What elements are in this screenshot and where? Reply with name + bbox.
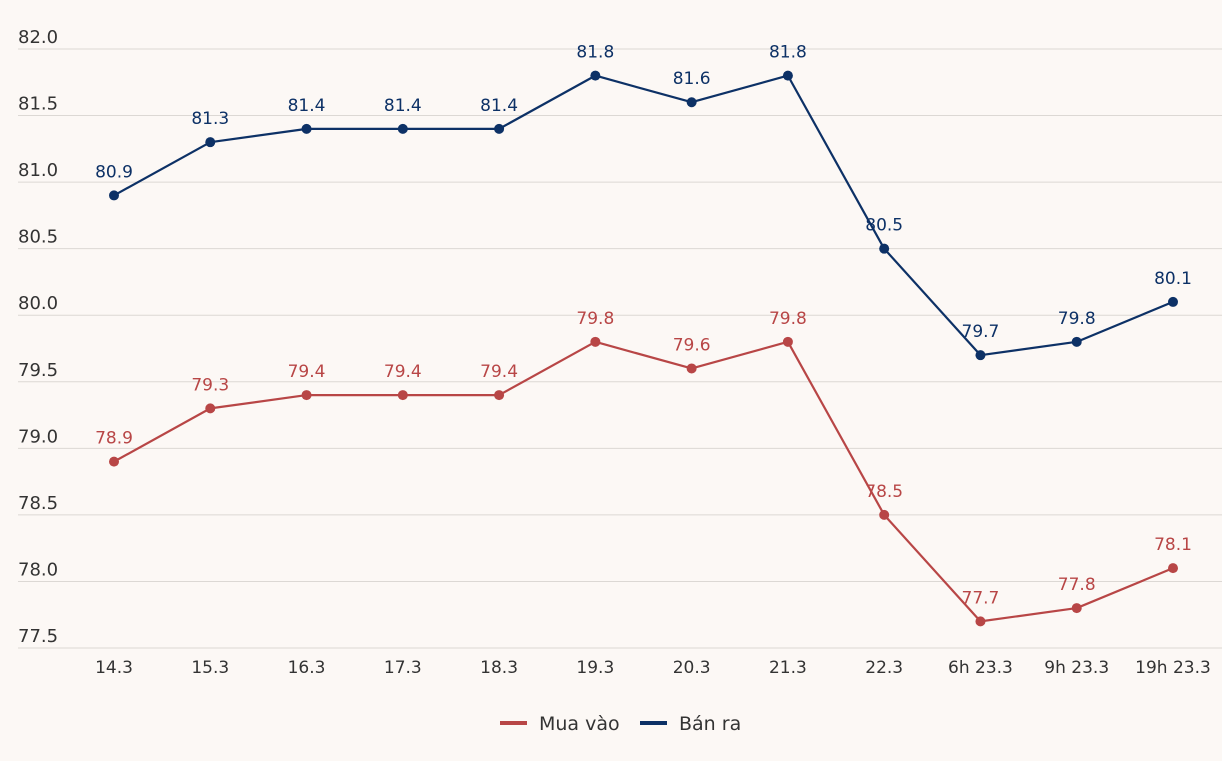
data-point [494, 123, 505, 134]
data-label: 79.8 [576, 309, 614, 329]
gridlines [18, 48, 1222, 649]
data-point [301, 123, 312, 134]
legend: Mua vào Bán ra [500, 713, 741, 735]
data-point [109, 190, 119, 201]
y-tick-label: 81.5 [18, 94, 58, 115]
data-point [397, 123, 408, 134]
data-label: 80.9 [95, 162, 133, 182]
data-label: 81.6 [673, 69, 711, 89]
data-point [590, 336, 601, 347]
x-tick-label: 9h 23.3 [1044, 658, 1109, 678]
y-axis-ticks: 82.0 81.5 81.0 80.5 80.0 79.5 79.0 78.5 78.0 77.5 [18, 27, 58, 647]
legend-label: Mua vào [539, 713, 620, 735]
x-tick-label: 19h 23.3 [1135, 658, 1211, 678]
data-point [686, 363, 697, 374]
data-label: 79.6 [673, 335, 711, 355]
x-tick-label: 17.3 [384, 658, 422, 678]
data-label: 81.8 [769, 43, 807, 63]
data-point [397, 390, 408, 401]
data-label: 79.3 [191, 375, 229, 395]
data-point [975, 616, 986, 627]
data-point [1071, 336, 1082, 347]
data-point [590, 70, 601, 81]
data-point [975, 350, 986, 361]
data-point [205, 403, 216, 414]
y-tick-label: 82.0 [18, 27, 58, 48]
data-label: 81.4 [480, 96, 518, 116]
data-label: 81.4 [288, 96, 326, 116]
y-tick-label: 79.0 [18, 426, 58, 447]
data-label: 80.5 [865, 216, 903, 236]
x-tick-label: 19.3 [576, 658, 614, 678]
data-point [109, 456, 119, 467]
data-label: 79.4 [288, 362, 326, 382]
x-tick-label: 14.3 [95, 658, 133, 678]
data-point [301, 390, 312, 401]
x-tick-label: 20.3 [673, 658, 711, 678]
y-tick-label: 80.5 [18, 227, 58, 248]
data-label: 81.4 [384, 96, 422, 116]
y-tick-label: 81.0 [18, 160, 58, 181]
data-point [494, 390, 505, 401]
data-label: 81.8 [576, 43, 614, 63]
data-label: 80.1 [1154, 269, 1192, 289]
x-axis-ticks: 14.3 15.3 16.3 17.3 18.3 19.3 20.3 21.3 22.3 6h 2… [95, 658, 1211, 678]
data-point [782, 70, 793, 81]
data-point [686, 97, 697, 108]
x-tick-label: 6h 23.3 [948, 658, 1013, 678]
x-tick-label: 22.3 [865, 658, 903, 678]
data-label: 78.5 [865, 482, 903, 502]
y-tick-label: 77.5 [18, 626, 58, 647]
data-point [879, 243, 890, 254]
data-point [1168, 296, 1178, 307]
y-tick-label: 79.5 [18, 360, 58, 381]
data-point [1168, 563, 1178, 574]
series-group: 80.9 81.3 81.4 81.4 81.4 81.8 81.6 81.8 80.5 79.7… [95, 43, 1192, 627]
x-tick-label: 15.3 [191, 658, 229, 678]
y-tick-label: 78.0 [18, 559, 58, 580]
x-tick-label: 21.3 [769, 658, 807, 678]
data-point [1071, 603, 1082, 614]
data-label: 78.9 [95, 429, 133, 449]
y-tick-label: 80.0 [18, 293, 58, 314]
data-label: 81.3 [191, 109, 229, 129]
data-label: 79.7 [962, 322, 1000, 342]
data-point [205, 137, 216, 148]
data-label: 79.8 [1058, 309, 1096, 329]
x-tick-label: 16.3 [288, 658, 326, 678]
series-bán-ra: 80.9 81.3 81.4 81.4 81.4 81.8 81.6 81.8 80.5 79.7… [95, 43, 1192, 361]
data-label: 79.4 [384, 362, 422, 382]
data-label: 77.7 [962, 588, 1000, 608]
data-label: 79.4 [480, 362, 518, 382]
y-tick-label: 78.5 [18, 493, 58, 514]
legend-item: Bán ra [640, 713, 741, 735]
data-label: 77.8 [1058, 575, 1096, 595]
legend-item: Mua vào [500, 713, 620, 735]
data-point [782, 336, 793, 347]
legend-label: Bán ra [679, 713, 741, 735]
data-label: 79.8 [769, 309, 807, 329]
x-tick-label: 18.3 [480, 658, 518, 678]
series-line [113, 340, 1174, 623]
series-mua-vào: 78.9 79.3 79.4 79.4 79.4 79.8 79.6 79.8 78.5 77.7… [95, 309, 1192, 627]
data-label: 78.1 [1154, 535, 1192, 555]
data-point [879, 509, 890, 520]
series-line [113, 74, 1174, 357]
